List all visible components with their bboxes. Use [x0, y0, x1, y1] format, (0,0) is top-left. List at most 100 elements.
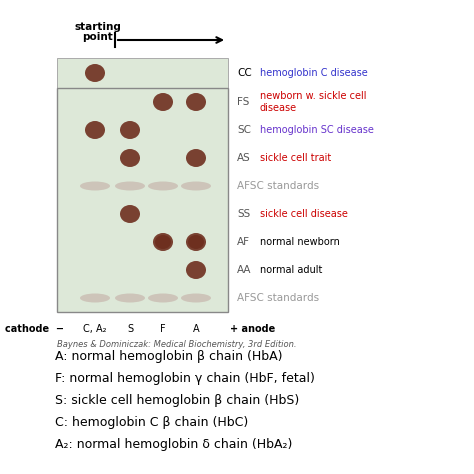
Bar	[456, 190, 474, 209]
Bar	[266, 190, 285, 209]
Bar	[76, 399, 95, 418]
Bar	[399, 437, 418, 456]
Bar	[380, 285, 399, 304]
Bar	[209, 323, 228, 342]
Bar	[76, 228, 95, 247]
Bar	[190, 399, 209, 418]
Bar	[456, 247, 474, 266]
Bar	[304, 418, 323, 437]
Bar	[38, 266, 57, 285]
Bar	[437, 304, 456, 323]
Bar	[38, 228, 57, 247]
Bar	[361, 418, 380, 437]
Bar	[114, 323, 133, 342]
Bar	[361, 247, 380, 266]
Bar	[456, 76, 474, 95]
Bar	[323, 342, 342, 361]
Bar	[0, 323, 19, 342]
Ellipse shape	[186, 233, 206, 251]
Bar	[399, 456, 418, 474]
Bar	[190, 285, 209, 304]
Bar	[171, 57, 190, 76]
Bar	[171, 152, 190, 171]
Bar	[323, 380, 342, 399]
Bar	[190, 190, 209, 209]
Bar	[247, 418, 266, 437]
Text: sickle cell trait: sickle cell trait	[260, 153, 331, 163]
Bar	[152, 152, 171, 171]
Bar	[228, 399, 247, 418]
Bar	[209, 399, 228, 418]
Bar	[209, 361, 228, 380]
Bar	[304, 209, 323, 228]
Bar	[304, 304, 323, 323]
Bar	[57, 57, 76, 76]
Bar	[285, 437, 304, 456]
Bar	[114, 456, 133, 474]
Bar	[456, 19, 474, 38]
Bar	[133, 133, 152, 152]
Bar	[19, 38, 38, 57]
Bar	[0, 304, 19, 323]
Bar	[57, 171, 76, 190]
Bar	[38, 285, 57, 304]
Bar	[285, 57, 304, 76]
Bar	[266, 0, 285, 19]
Bar	[57, 266, 76, 285]
Ellipse shape	[85, 121, 105, 139]
Bar	[437, 152, 456, 171]
Bar	[152, 323, 171, 342]
Bar	[456, 171, 474, 190]
Bar	[342, 342, 361, 361]
Bar	[361, 152, 380, 171]
Bar	[133, 57, 152, 76]
Bar	[19, 114, 38, 133]
Bar	[114, 0, 133, 19]
Bar	[19, 133, 38, 152]
Bar	[190, 247, 209, 266]
Bar	[57, 133, 76, 152]
Bar	[285, 399, 304, 418]
Bar	[323, 95, 342, 114]
Text: Baynes & Dominiczak: Medical Biochemistry, 3rd Edition.: Baynes & Dominiczak: Medical Biochemistr…	[57, 340, 297, 349]
Bar	[114, 285, 133, 304]
Bar	[95, 342, 114, 361]
Bar	[114, 19, 133, 38]
Bar	[323, 247, 342, 266]
Ellipse shape	[153, 233, 173, 251]
Bar	[171, 361, 190, 380]
Bar	[133, 437, 152, 456]
Bar	[95, 437, 114, 456]
Text: hemoglobin SC disease: hemoglobin SC disease	[260, 125, 374, 135]
Text: cathode  −: cathode −	[5, 324, 64, 334]
Text: AF: AF	[237, 237, 250, 247]
Bar	[228, 114, 247, 133]
Bar	[38, 323, 57, 342]
Bar	[361, 209, 380, 228]
Bar	[133, 95, 152, 114]
Bar	[437, 171, 456, 190]
Bar	[209, 76, 228, 95]
Ellipse shape	[120, 121, 140, 139]
Bar	[190, 57, 209, 76]
Bar	[76, 57, 95, 76]
Bar	[266, 133, 285, 152]
Bar	[342, 456, 361, 474]
Bar	[114, 171, 133, 190]
Bar	[38, 76, 57, 95]
Bar	[323, 437, 342, 456]
Bar	[19, 190, 38, 209]
Bar	[304, 285, 323, 304]
Text: sickle cell disease: sickle cell disease	[260, 209, 348, 219]
Bar	[76, 304, 95, 323]
Bar	[57, 323, 76, 342]
Bar	[171, 323, 190, 342]
Bar	[418, 190, 437, 209]
Ellipse shape	[186, 149, 206, 167]
Bar	[152, 209, 171, 228]
Bar	[57, 38, 76, 57]
Bar	[437, 399, 456, 418]
Bar	[266, 152, 285, 171]
Bar	[171, 0, 190, 19]
Bar	[95, 247, 114, 266]
